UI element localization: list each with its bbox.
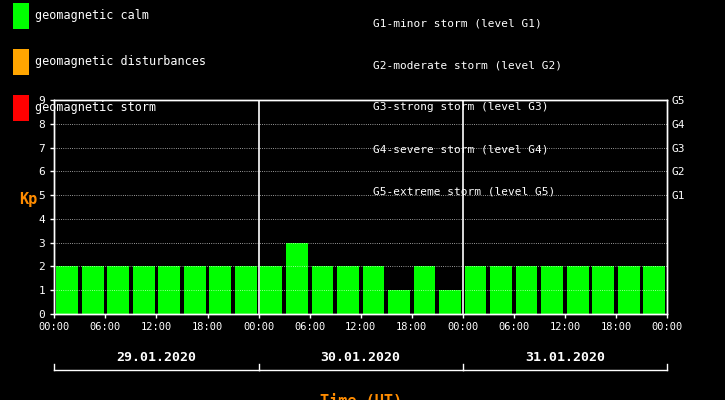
Y-axis label: Kp: Kp bbox=[20, 192, 38, 207]
Bar bbox=[260, 266, 282, 314]
Text: geomagnetic storm: geomagnetic storm bbox=[35, 102, 156, 114]
Text: geomagnetic calm: geomagnetic calm bbox=[35, 10, 149, 22]
Bar bbox=[567, 266, 589, 314]
Text: G4-severe storm (level G4): G4-severe storm (level G4) bbox=[373, 144, 549, 154]
Bar bbox=[286, 243, 307, 314]
Bar bbox=[515, 266, 537, 314]
Bar bbox=[465, 266, 486, 314]
Text: G2-moderate storm (level G2): G2-moderate storm (level G2) bbox=[373, 60, 563, 70]
Text: G5-extreme storm (level G5): G5-extreme storm (level G5) bbox=[373, 186, 555, 196]
Text: Time (UT): Time (UT) bbox=[320, 394, 402, 400]
Bar bbox=[133, 266, 154, 314]
Bar bbox=[542, 266, 563, 314]
Text: 29.01.2020: 29.01.2020 bbox=[117, 351, 196, 364]
Bar bbox=[618, 266, 639, 314]
Bar bbox=[312, 266, 334, 314]
Text: geomagnetic disturbances: geomagnetic disturbances bbox=[35, 56, 206, 68]
Text: G1-minor storm (level G1): G1-minor storm (level G1) bbox=[373, 18, 542, 28]
Bar bbox=[388, 290, 410, 314]
Text: G3-strong storm (level G3): G3-strong storm (level G3) bbox=[373, 102, 549, 112]
Bar bbox=[82, 266, 104, 314]
Bar bbox=[184, 266, 206, 314]
Bar bbox=[592, 266, 614, 314]
Bar bbox=[643, 266, 665, 314]
Bar bbox=[107, 266, 129, 314]
Bar bbox=[210, 266, 231, 314]
Bar bbox=[337, 266, 359, 314]
Bar bbox=[158, 266, 180, 314]
Bar bbox=[362, 266, 384, 314]
Bar bbox=[414, 266, 435, 314]
Bar bbox=[235, 266, 257, 314]
Bar bbox=[490, 266, 512, 314]
Text: 30.01.2020: 30.01.2020 bbox=[320, 351, 401, 364]
Text: 31.01.2020: 31.01.2020 bbox=[525, 351, 605, 364]
Bar bbox=[439, 290, 461, 314]
Bar bbox=[57, 266, 78, 314]
